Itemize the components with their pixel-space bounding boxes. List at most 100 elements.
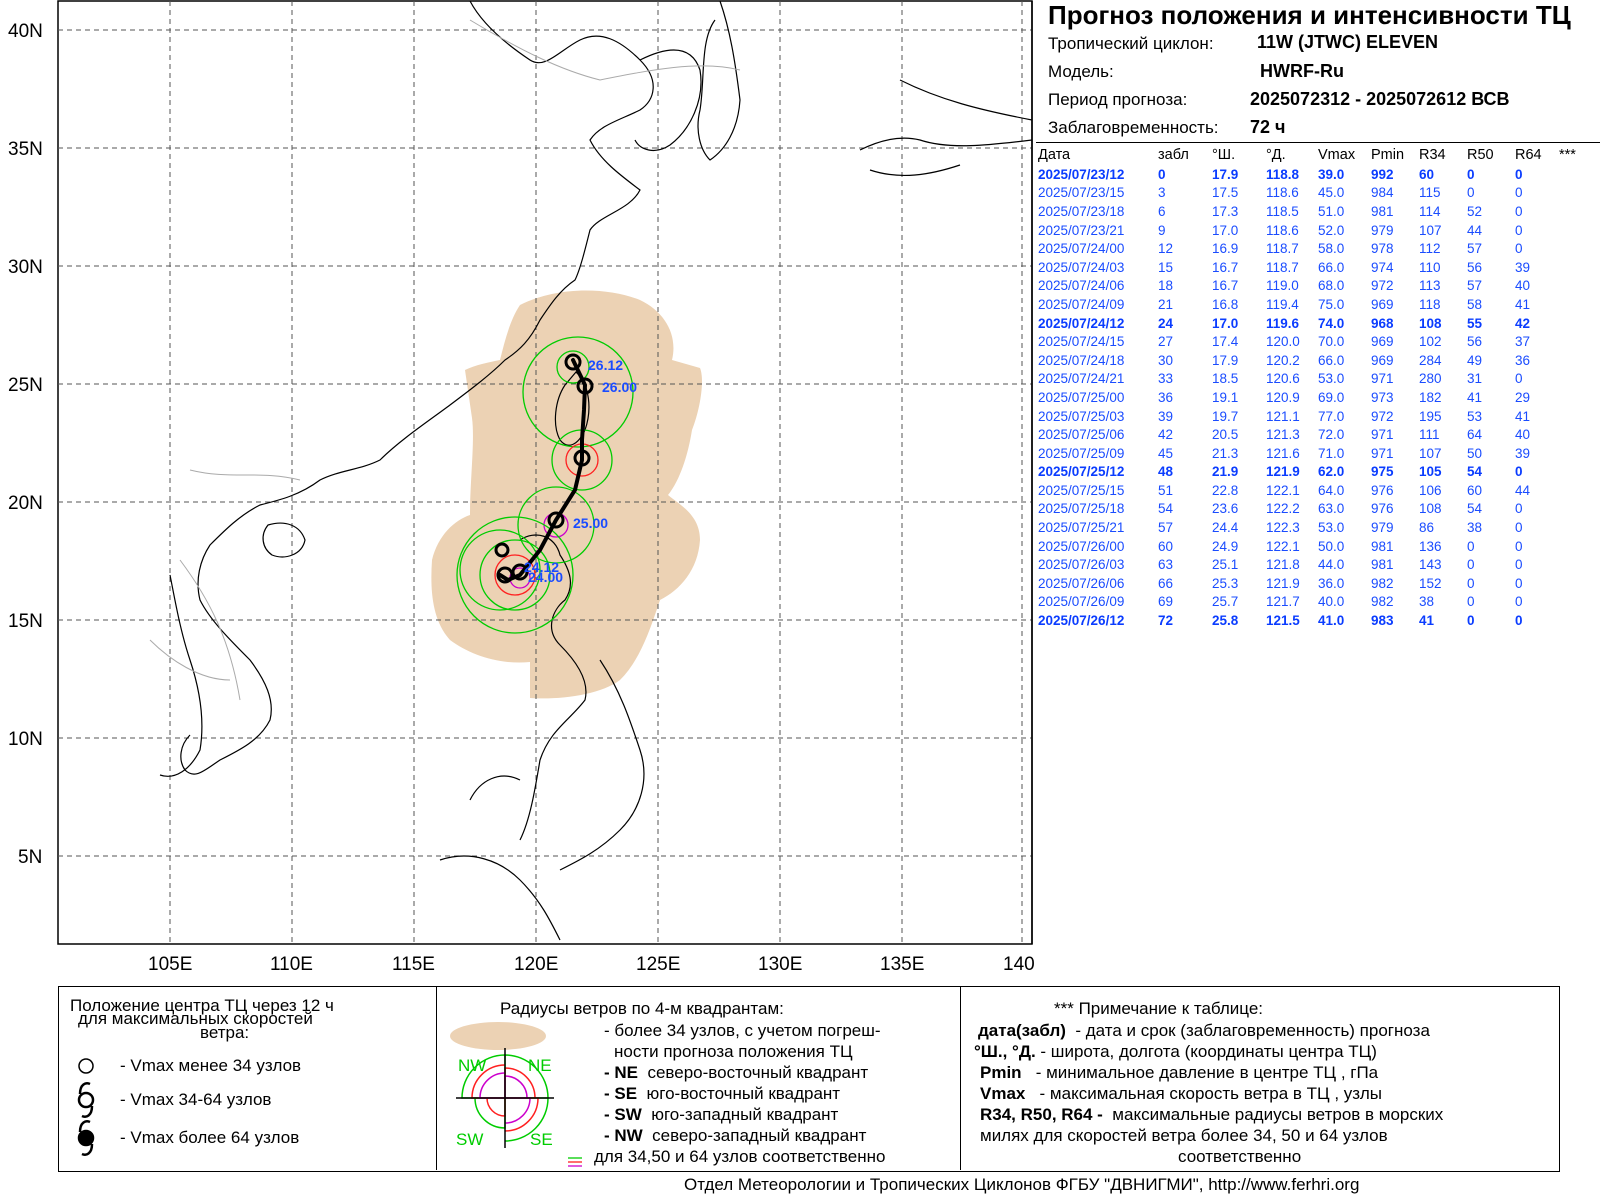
table-cell-r34: 182 [1419,389,1442,405]
table-cell-r50: 54 [1467,501,1483,517]
table-cell-pmin: 979 [1371,222,1394,238]
table-cell-r34: 118 [1419,296,1441,312]
table-cell-lead: 24 [1158,315,1174,331]
table-header-row: Дата забл °Ш. °Д. Vmax Pmin R34 R50 R64 … [1038,146,1589,165]
table-cell-date: 2025/07/24/03 [1038,259,1125,275]
table-cell-date: 2025/07/26/09 [1038,594,1125,610]
table-cell-note [1559,388,1589,407]
divider [1036,142,1600,143]
table-cell-note [1559,574,1589,593]
note-term: °Ш., °Д. [974,1042,1036,1061]
table-cell-date: 2025/07/24/09 [1038,296,1125,312]
table-cell-note [1559,295,1589,314]
lat-label: 40N [8,21,43,42]
table-row: 2025/07/24/15 27 17.4 120.0 70.0 969 102 56 37 [1038,332,1589,351]
table-cell-lon: 118.8 [1266,166,1300,182]
table-cell-r64: 0 [1515,241,1523,257]
table-cell-pmin: 982 [1371,575,1394,591]
table-cell-note [1559,537,1589,556]
table-cell-lon: 120.2 [1266,352,1300,368]
col-header: Vmax [1318,147,1356,163]
table-cell-date: 2025/07/24/12 [1038,315,1125,331]
table-cell-r50: 55 [1467,315,1483,331]
table-cell-note [1559,518,1589,537]
uncertainty-swatch [450,1022,546,1050]
table-cell-pmin: 984 [1371,185,1394,201]
table-cell-lon: 118.6 [1266,185,1299,201]
table-row: 2025/07/23/15 3 17.5 118.6 45.0 984 115 0 0 [1038,184,1589,203]
table-cell-r50: 0 [1467,557,1475,573]
cyclone-label: Тропический циклон: [1048,34,1214,53]
table-cell-r50: 0 [1467,166,1475,182]
table-cell-pmin: 972 [1371,278,1394,294]
table-row: 2025/07/25/03 39 19.7 121.1 77.0 972 195 53 41 [1038,407,1589,426]
note-text: максимальные радиусы ветров в морских [1112,1105,1444,1124]
table-cell-vmax: 70.0 [1318,334,1345,350]
table-cell-r50: 0 [1467,538,1475,554]
table-cell-lon: 121.5 [1266,613,1300,629]
table-cell-r50: 56 [1467,259,1483,275]
lon-label: 130E [758,954,802,975]
table-row: 2025/07/24/18 30 17.9 120.2 66.0 969 284 49 36 [1038,351,1589,370]
table-cell-r34: 111 [1419,427,1440,443]
table-cell-lon: 120.9 [1266,389,1300,405]
table-row: 2025/07/26/09 69 25.7 121.7 40.0 982 38 0 0 [1038,593,1589,612]
table-cell-lon: 122.1 [1266,538,1300,554]
table-cell-date: 2025/07/26/12 [1038,613,1125,629]
table-cell-lon: 120.0 [1266,334,1300,350]
track-label: 26.12 [588,357,623,373]
table-cell-lon: 121.9 [1266,575,1300,591]
table-cell-vmax: 36.0 [1318,575,1345,591]
table-cell-lead: 66 [1158,575,1174,591]
table-cell-lat: 23.6 [1212,501,1239,517]
note-text: милях для скоростей ветра более 34, 50 и… [980,1126,1388,1145]
table-cell-r34: 136 [1419,538,1442,554]
table-cell-vmax: 41.0 [1318,613,1345,629]
table-cell-r50: 0 [1467,594,1475,610]
table-cell-r50: 0 [1467,575,1475,591]
table-cell-pmin: 982 [1371,594,1394,610]
table-cell-lon: 118.7 [1266,241,1299,257]
table-cell-r34: 102 [1419,334,1442,350]
note-text: - широта, долгота (координаты центра ТЦ) [1040,1042,1377,1061]
table-cell-lon: 119.4 [1266,296,1299,312]
table-cell-r64: 0 [1515,203,1523,219]
table-cell-r64: 0 [1515,501,1523,517]
lead-value: 72 ч [1250,117,1286,137]
table-cell-lead: 72 [1158,613,1174,629]
table-cell-r34: 113 [1419,278,1441,294]
lat-label: 10N [8,729,43,750]
table-cell-pmin: 971 [1371,371,1394,387]
table-cell-r34: 110 [1419,259,1441,275]
table-cell-lead: 21 [1158,296,1174,312]
table-cell-pmin: 971 [1371,427,1394,443]
table-cell-lat: 16.9 [1212,241,1239,257]
table-cell-lat: 17.5 [1212,185,1239,201]
table-cell-lat: 25.8 [1212,613,1239,629]
legend-right-title: *** Примечание к таблице: [1054,999,1264,1018]
uncertainty-cone [431,290,703,699]
quadrant-label: SE [530,1130,553,1149]
table-cell-lat: 25.3 [1212,575,1239,591]
table-cell-pmin: 975 [1371,464,1394,480]
legend-divider [436,986,437,1170]
table-cell-r50: 41 [1467,389,1483,405]
table-cell-pmin: 968 [1371,315,1394,331]
table-cell-pmin: 978 [1371,241,1394,257]
table-cell-date: 2025/07/23/15 [1038,185,1125,201]
table-cell-r34: 107 [1419,222,1442,238]
table-cell-pmin: 972 [1371,408,1394,424]
table-cell-note [1559,202,1589,221]
table-cell-lon: 120.6 [1266,371,1300,387]
circle-icon [78,1058,94,1074]
table-cell-lead: 45 [1158,445,1174,461]
table-cell-pmin: 973 [1371,389,1394,405]
table-cell-date: 2025/07/23/18 [1038,203,1125,219]
table-cell-r50: 0 [1467,185,1475,201]
table-cell-lat: 17.9 [1212,166,1239,182]
table-row: 2025/07/24/21 33 18.5 120.6 53.0 971 280 31 0 [1038,370,1589,389]
lat-label: 25N [8,375,43,396]
table-cell-r34: 86 [1419,520,1435,536]
table-cell-note [1559,611,1589,630]
table-cell-lon: 121.1 [1266,408,1300,424]
